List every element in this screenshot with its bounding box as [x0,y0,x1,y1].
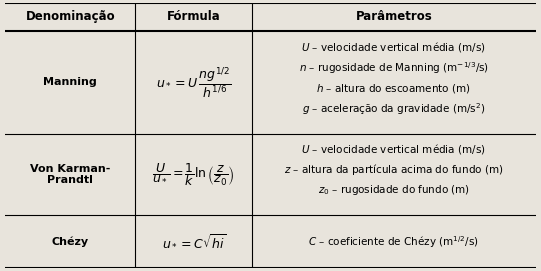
Text: $u_* = U\,\dfrac{ng^{1/2}}{h^{1/6}}$: $u_* = U\,\dfrac{ng^{1/2}}{h^{1/6}}$ [156,65,231,100]
Text: $\dfrac{U}{u_*} = \dfrac{1}{k}\ln\left(\dfrac{z}{z_0}\right)$: $\dfrac{U}{u_*} = \dfrac{1}{k}\ln\left(\… [153,161,235,188]
Text: $\mathit{C}$ – coeficiente de Chézy (m$^{1/2}$/s): $\mathit{C}$ – coeficiente de Chézy (m$^… [308,234,479,250]
Text: $\mathit{h}$ – altura do escoamento (m): $\mathit{h}$ – altura do escoamento (m) [316,82,471,95]
Text: $\mathit{U}$ – velocidade vertical média (m/s): $\mathit{U}$ – velocidade vertical média… [301,40,486,54]
Text: Denominação: Denominação [25,10,115,23]
Text: Chézy: Chézy [52,237,89,247]
Text: Manning: Manning [43,78,97,87]
Text: $\mathit{n}$ – rugosidade de Manning (m$^{-1/3}$/s): $\mathit{n}$ – rugosidade de Manning (m$… [299,60,489,76]
Text: $\mathit{z}_0$ – rugosidade do fundo (m): $\mathit{z}_0$ – rugosidade do fundo (m) [318,183,470,197]
Text: $\mathit{g}$ – aceleração da gravidade (m/s$^{2}$): $\mathit{g}$ – aceleração da gravidade (… [302,101,485,117]
Text: Parâmetros: Parâmetros [355,10,432,23]
Text: $\mathit{z}$ – altura da partícula acima do fundo (m): $\mathit{z}$ – altura da partícula acima… [284,162,504,177]
Text: $u_* = C\sqrt{hi}$: $u_* = C\sqrt{hi}$ [162,233,226,250]
Text: Von Karman-
Prandtl: Von Karman- Prandtl [30,164,110,185]
Text: Fórmula: Fórmula [167,10,221,23]
Text: $\mathit{U}$ – velocidade vertical média (m/s): $\mathit{U}$ – velocidade vertical média… [301,142,486,156]
